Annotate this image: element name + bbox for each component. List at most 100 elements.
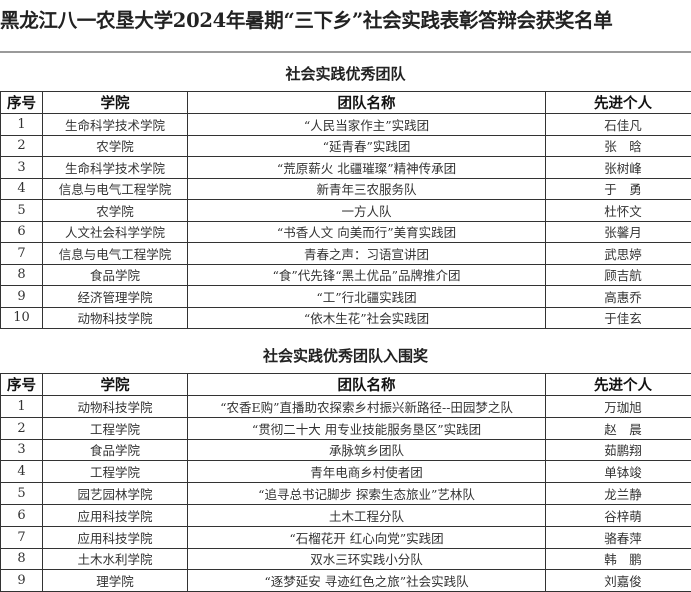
header-index: 序号 (1, 92, 43, 114)
cell-team-name: “延青春”实践团 (188, 135, 546, 157)
cell-index: 2 (1, 135, 43, 157)
cell-college: 应用科技学院 (43, 526, 188, 548)
cell-college: 人文社会科学学院 (43, 221, 188, 243)
cell-college: 动物科技学院 (43, 307, 188, 329)
header-team-name: 团队名称 (188, 374, 546, 396)
cell-advanced-individual: 石佳凡 (546, 114, 691, 136)
cell-index: 6 (1, 221, 43, 243)
cell-index: 8 (1, 548, 43, 570)
cell-team-name: “依木生花”社会实践团 (188, 307, 546, 329)
cell-college: 动物科技学院 (43, 396, 188, 418)
cell-advanced-individual: 单钵竣 (546, 461, 691, 483)
table-header-row: 序号 学院 团队名称 先进个人 (1, 374, 691, 396)
cell-index: 1 (1, 396, 43, 418)
cell-college: 工程学院 (43, 417, 188, 439)
cell-team-name: 青春之声：习语宣讲团 (188, 243, 546, 265)
cell-advanced-individual: 骆春萍 (546, 526, 691, 548)
header-team-name: 团队名称 (188, 92, 546, 114)
cell-advanced-individual: 张树峰 (546, 157, 691, 179)
cell-index: 1 (1, 114, 43, 136)
section-title-finalist-teams: 社会实践优秀团队入围奖 (0, 345, 691, 366)
header-college: 学院 (43, 92, 188, 114)
cell-college: 应用科技学院 (43, 504, 188, 526)
cell-index: 3 (1, 439, 43, 461)
divider (0, 51, 691, 53)
cell-team-name: 承脉筑乡团队 (188, 439, 546, 461)
cell-college: 生命科学技术学院 (43, 157, 188, 179)
cell-index: 9 (1, 570, 43, 592)
cell-team-name: “贯彻二十大 用专业技能服务垦区”实践团 (188, 417, 546, 439)
cell-advanced-individual: 龙兰静 (546, 483, 691, 505)
cell-college: 生命科学技术学院 (43, 114, 188, 136)
cell-team-name: “逐梦延安 寻迹红色之旅”社会实践队 (188, 570, 546, 592)
table-header-row: 序号 学院 团队名称 先进个人 (1, 92, 691, 114)
cell-advanced-individual: 武思婷 (546, 243, 691, 265)
cell-team-name: “荒原薪火 北疆璀璨”精神传承团 (188, 157, 546, 179)
cell-index: 9 (1, 286, 43, 308)
header-advanced-individual: 先进个人 (546, 374, 691, 396)
cell-advanced-individual: 赵 晨 (546, 417, 691, 439)
section-title-excellent-teams: 社会实践优秀团队 (0, 63, 691, 84)
cell-advanced-individual: 茹鹏翔 (546, 439, 691, 461)
cell-advanced-individual: 于 勇 (546, 178, 691, 200)
cell-team-name: 一方人队 (188, 200, 546, 222)
cell-college: 农学院 (43, 200, 188, 222)
cell-index: 7 (1, 243, 43, 265)
cell-team-name: “食”代先锋“黑土优品”品牌推介团 (188, 264, 546, 286)
cell-index: 8 (1, 264, 43, 286)
cell-team-name: “书香人文 向美而行”美育实践团 (188, 221, 546, 243)
cell-advanced-individual: 张 晗 (546, 135, 691, 157)
cell-team-name: “工”行北疆实践团 (188, 286, 546, 308)
cell-advanced-individual: 顾吉航 (546, 264, 691, 286)
cell-team-name: 土木工程分队 (188, 504, 546, 526)
header-college: 学院 (43, 374, 188, 396)
cell-college: 信息与电气工程学院 (43, 243, 188, 265)
header-index: 序号 (1, 374, 43, 396)
cell-college: 理学院 (43, 570, 188, 592)
cell-team-name: “农香E购”直播助农探索乡村振兴新路径--田园梦之队 (188, 396, 546, 418)
cell-college: 食品学院 (43, 439, 188, 461)
cell-team-name: “人民当家作主”实践团 (188, 114, 546, 136)
cell-college: 信息与电气工程学院 (43, 178, 188, 200)
cell-team-name: 双水三环实践小分队 (188, 548, 546, 570)
header-advanced-individual: 先进个人 (546, 92, 691, 114)
cell-index: 5 (1, 200, 43, 222)
cell-index: 4 (1, 178, 43, 200)
cell-college: 土木水利学院 (43, 548, 188, 570)
cell-advanced-individual: 杜怀文 (546, 200, 691, 222)
cell-team-name: “追寻总书记脚步 探索生态旅业”艺林队 (188, 483, 546, 505)
cell-college: 园艺园林学院 (43, 483, 188, 505)
cell-college: 农学院 (43, 135, 188, 157)
cell-advanced-individual: 万珈旭 (546, 396, 691, 418)
cell-index: 3 (1, 157, 43, 179)
cell-advanced-individual: 刘嘉俊 (546, 570, 691, 592)
cell-college: 食品学院 (43, 264, 188, 286)
cell-team-name: 青年电商乡村使者团 (188, 461, 546, 483)
document-title: 黑龙江八一农垦大学2024年暑期“三下乡”社会实践表彰答辩会获奖名单 (0, 4, 691, 33)
cell-index: 5 (1, 483, 43, 505)
cell-advanced-individual: 谷梓萌 (546, 504, 691, 526)
cell-index: 10 (1, 307, 43, 329)
cell-index: 7 (1, 526, 43, 548)
cell-advanced-individual: 高惠乔 (546, 286, 691, 308)
cell-team-name: 新青年三农服务队 (188, 178, 546, 200)
